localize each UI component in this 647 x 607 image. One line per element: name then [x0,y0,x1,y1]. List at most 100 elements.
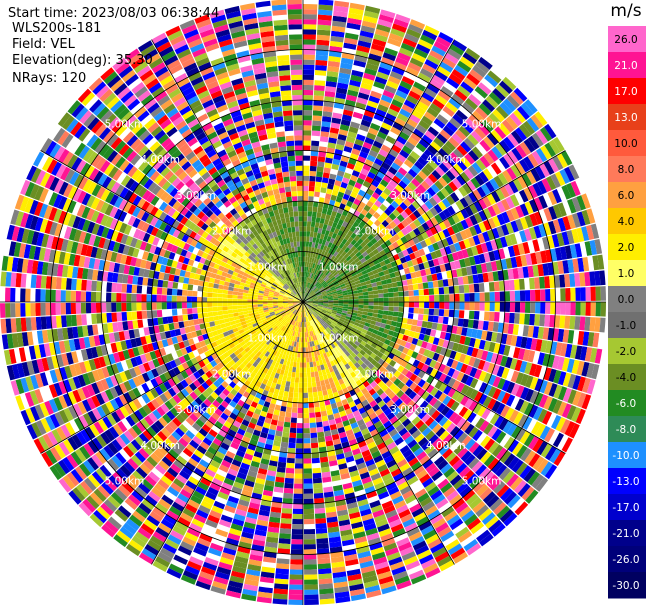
gate [317,431,325,438]
gate [393,296,399,302]
gate [422,314,429,322]
gate [434,180,444,191]
gate [543,222,552,236]
gate [304,554,317,560]
gate [356,97,368,105]
gate [303,286,305,292]
gate [286,457,295,464]
gate [407,23,424,34]
gate [491,428,503,441]
gate [426,107,439,118]
gate [487,386,497,398]
gate [315,176,323,183]
gate [472,358,481,369]
gate [548,139,561,155]
gate [296,433,303,439]
gate [336,87,348,95]
gate [307,288,310,293]
gate [388,297,394,302]
gate [348,299,354,302]
gate [579,346,588,361]
gate [336,138,346,146]
gate [346,184,354,192]
gate [424,268,432,276]
gate [283,487,294,494]
gate [294,463,303,469]
gate [303,372,307,378]
gate [323,299,329,301]
gate [310,247,315,253]
gate [463,77,477,90]
gate [307,216,312,222]
gate [473,368,483,380]
gate [289,381,295,388]
gate [281,380,287,386]
gate [505,222,515,235]
gate [294,351,298,358]
gate [313,492,324,499]
gate [369,274,375,280]
gate [352,307,359,311]
gate [324,277,330,282]
gate [314,253,319,259]
gate [408,296,415,302]
gate [336,322,343,327]
gate [406,246,414,255]
gate [587,332,595,347]
gate [507,150,519,164]
gate [421,212,430,222]
gate [311,295,317,298]
gate [535,147,548,163]
gate [421,320,428,328]
gate [352,248,360,255]
gate [417,314,424,321]
gate [407,313,414,319]
gate [292,402,298,408]
gate [415,270,422,278]
gate [567,198,577,214]
gate [331,189,339,197]
gate [511,459,524,473]
gate [367,356,374,363]
gate [317,207,323,214]
gate [389,325,396,332]
gate [329,274,335,280]
gate [342,322,348,328]
gate [569,273,576,287]
gate [442,218,452,229]
gate [338,302,344,304]
gate [325,81,337,88]
gate [339,124,350,132]
gate [419,96,432,107]
gate [385,170,395,180]
gate [495,105,509,119]
gate [434,294,440,302]
gate [434,213,443,224]
gate [390,336,398,343]
gate [437,316,444,324]
gate [366,188,375,196]
gate [397,345,405,353]
gate [377,195,386,204]
gate [429,50,444,61]
gate [429,329,437,337]
gate [522,266,529,278]
gate [376,131,388,140]
gate [332,308,338,312]
gate [444,332,452,341]
gate [450,401,460,412]
gate [413,81,426,92]
gate [448,411,459,423]
gate [407,284,414,291]
gate [406,95,419,105]
gate [432,280,439,288]
gate [344,240,351,247]
gate [462,52,478,65]
gate [554,171,566,186]
gate [362,180,371,189]
gate [310,267,314,274]
gate [496,390,506,403]
gate [313,268,318,275]
gate [486,133,499,146]
gate [316,307,322,311]
